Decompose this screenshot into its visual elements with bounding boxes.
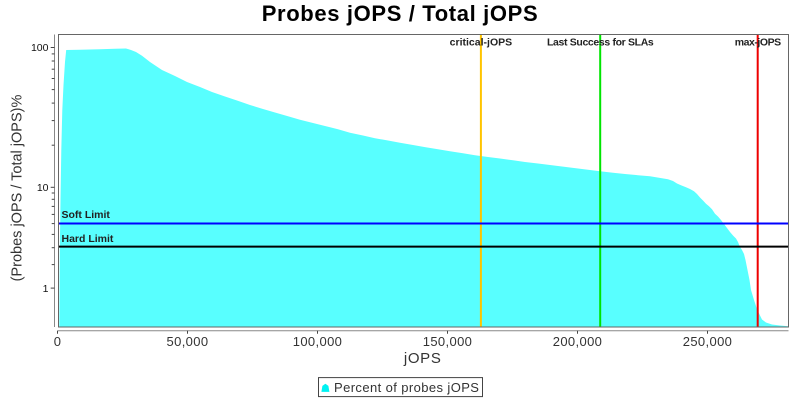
svg-text:Percent of probes jOPS: Percent of probes jOPS (334, 380, 479, 395)
svg-text:1: 1 (43, 283, 49, 295)
svg-text:250,000: 250,000 (683, 334, 733, 349)
svg-text:(Probes jOPS / Total jOPS)%: (Probes jOPS / Total jOPS)% (9, 95, 25, 282)
svg-text:200,000: 200,000 (553, 334, 603, 349)
svg-text:max-jOPS: max-jOPS (735, 36, 781, 48)
svg-text:Soft Limit: Soft Limit (62, 209, 111, 221)
svg-text:Hard Limit: Hard Limit (62, 233, 114, 245)
svg-text:critical-jOPS: critical-jOPS (450, 36, 512, 48)
svg-text:100: 100 (31, 42, 49, 54)
svg-text:10: 10 (37, 182, 49, 194)
svg-text:Probes jOPS / Total jOPS: Probes jOPS / Total jOPS (262, 1, 539, 26)
svg-text:Last Success for SLAs: Last Success for SLAs (547, 36, 654, 48)
svg-text:0: 0 (54, 334, 62, 349)
svg-text:150,000: 150,000 (423, 334, 473, 349)
svg-text:50,000: 50,000 (167, 334, 209, 349)
svg-text:100,000: 100,000 (293, 334, 343, 349)
svg-text:jOPS: jOPS (403, 350, 442, 367)
